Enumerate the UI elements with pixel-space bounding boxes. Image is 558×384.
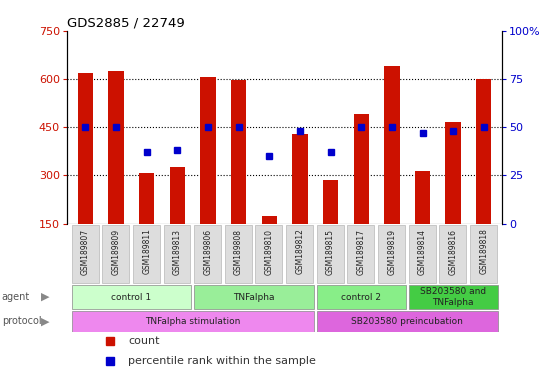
Text: control 1: control 1 bbox=[111, 293, 151, 301]
Bar bbox=[200, 77, 215, 224]
Text: GSM189806: GSM189806 bbox=[204, 228, 213, 275]
Text: GSM189814: GSM189814 bbox=[418, 228, 427, 275]
Bar bbox=[470, 225, 497, 283]
Text: GSM189815: GSM189815 bbox=[326, 228, 335, 275]
Text: SB203580 preincubation: SB203580 preincubation bbox=[351, 317, 463, 326]
Bar bbox=[71, 285, 191, 310]
Bar bbox=[317, 311, 498, 332]
Bar bbox=[348, 225, 374, 283]
Bar bbox=[194, 285, 314, 310]
Text: TNFalpha stimulation: TNFalpha stimulation bbox=[145, 317, 240, 326]
Text: GSM189809: GSM189809 bbox=[112, 228, 121, 275]
Bar bbox=[445, 122, 461, 224]
Bar bbox=[71, 225, 99, 283]
Text: control 2: control 2 bbox=[341, 293, 381, 301]
Text: protocol: protocol bbox=[2, 316, 41, 326]
Bar bbox=[292, 134, 307, 224]
Bar bbox=[439, 225, 466, 283]
Text: GSM189819: GSM189819 bbox=[387, 228, 396, 275]
Text: SB203580 and
TNFalpha: SB203580 and TNFalpha bbox=[420, 287, 486, 307]
Bar bbox=[139, 173, 155, 224]
Text: agent: agent bbox=[2, 292, 30, 302]
Bar bbox=[317, 225, 344, 283]
Bar bbox=[323, 180, 338, 224]
Text: GSM189818: GSM189818 bbox=[479, 228, 488, 275]
Text: GDS2885 / 22749: GDS2885 / 22749 bbox=[67, 17, 185, 30]
Text: GSM189812: GSM189812 bbox=[295, 228, 305, 275]
Text: percentile rank within the sample: percentile rank within the sample bbox=[128, 356, 316, 366]
Text: count: count bbox=[128, 336, 160, 346]
Text: GSM189808: GSM189808 bbox=[234, 228, 243, 275]
Bar bbox=[231, 80, 246, 224]
Bar bbox=[163, 225, 190, 283]
Bar bbox=[78, 73, 93, 224]
Bar bbox=[354, 114, 369, 224]
Text: GSM189811: GSM189811 bbox=[142, 228, 151, 275]
Bar bbox=[408, 225, 436, 283]
Bar bbox=[133, 225, 160, 283]
Bar bbox=[476, 79, 492, 224]
Bar bbox=[194, 225, 221, 283]
Text: TNFalpha: TNFalpha bbox=[233, 293, 275, 301]
Bar bbox=[71, 311, 314, 332]
Bar bbox=[102, 225, 129, 283]
Bar bbox=[384, 66, 400, 224]
Text: GSM189807: GSM189807 bbox=[81, 228, 90, 275]
Text: GSM189813: GSM189813 bbox=[173, 228, 182, 275]
Text: ▶: ▶ bbox=[41, 316, 49, 326]
Bar bbox=[286, 225, 313, 283]
Text: GSM189816: GSM189816 bbox=[449, 228, 458, 275]
Bar bbox=[378, 225, 405, 283]
Text: GSM189817: GSM189817 bbox=[357, 228, 365, 275]
Text: ▶: ▶ bbox=[41, 292, 49, 302]
Bar bbox=[256, 225, 282, 283]
Bar bbox=[108, 71, 124, 224]
Bar bbox=[170, 167, 185, 224]
Bar bbox=[225, 225, 252, 283]
Bar bbox=[408, 285, 498, 310]
Text: GSM189810: GSM189810 bbox=[264, 228, 274, 275]
Bar bbox=[262, 216, 277, 224]
Bar bbox=[415, 170, 430, 224]
Bar bbox=[317, 285, 406, 310]
